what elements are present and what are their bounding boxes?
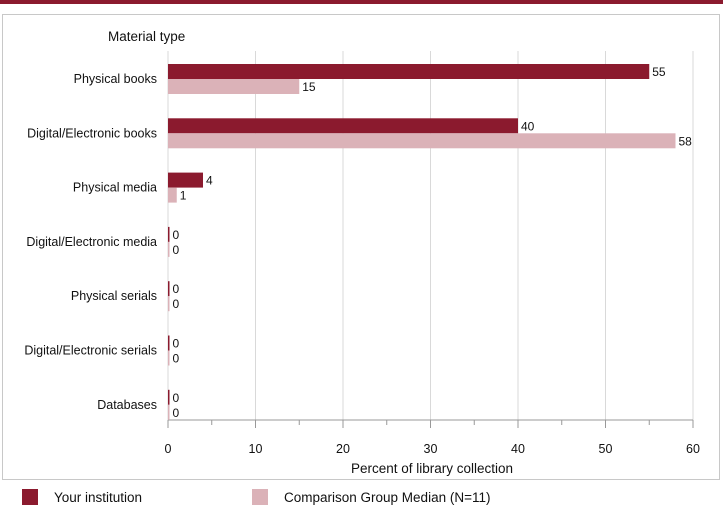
- bar-chart: Material type Physical books Digital/Elec…: [24, 29, 700, 476]
- chart-frame: [2, 14, 720, 480]
- category-label: Digital/Electronic books: [27, 126, 157, 140]
- bar-comparison: [168, 241, 170, 257]
- legend-item-comparison: Comparison Group Median (N=11): [252, 485, 490, 509]
- value-label: 0: [173, 297, 180, 311]
- category-label: Databases: [97, 398, 157, 412]
- category-label: Digital/Electronic serials: [24, 344, 157, 358]
- category-label: Physical books: [74, 72, 157, 86]
- legend-label-comparison: Comparison Group Median (N=11): [284, 489, 491, 505]
- bar-comparison: [168, 296, 170, 312]
- x-axis-ticks: 0 10 20 30 40 50 60: [165, 442, 700, 456]
- value-label: 0: [173, 282, 180, 296]
- bar-your-institution: [168, 118, 518, 134]
- y-axis-title: Material type: [108, 29, 185, 44]
- bar-your-institution: [168, 226, 170, 242]
- value-label: 0: [173, 352, 180, 366]
- x-tick-label: 60: [686, 442, 700, 456]
- bar-comparison: [168, 133, 676, 149]
- bar-your-institution: [168, 335, 170, 351]
- value-label: 0: [173, 391, 180, 405]
- legend-swatch-comparison: [252, 489, 268, 505]
- bar-comparison: [168, 404, 170, 420]
- bar-comparison: [168, 79, 300, 94]
- value-label: 15: [302, 80, 316, 94]
- value-label: 58: [679, 134, 693, 148]
- category-label: Digital/Electronic media: [26, 235, 157, 249]
- x-axis-title: Percent of library collection: [351, 461, 513, 476]
- bars: [168, 64, 676, 420]
- gridlines: [167, 51, 694, 428]
- category-label: Physical media: [73, 181, 157, 195]
- bar-comparison: [168, 187, 177, 203]
- x-tick-label: 20: [336, 442, 350, 456]
- bar-your-institution: [168, 281, 170, 297]
- x-tick-label: 40: [511, 442, 525, 456]
- value-label: 0: [173, 406, 180, 420]
- value-label: 0: [173, 243, 180, 257]
- bar-your-institution: [168, 389, 170, 405]
- value-label: 1: [180, 189, 187, 203]
- value-label: 4: [206, 174, 213, 188]
- value-label: 0: [173, 228, 180, 242]
- x-tick-label: 30: [424, 442, 438, 456]
- legend-item-your-institution: Your institution: [22, 485, 142, 509]
- value-label: 40: [521, 119, 535, 133]
- category-labels: Physical books Digital/Electronic books Ph…: [24, 72, 157, 412]
- category-label: Physical serials: [71, 289, 157, 303]
- x-tick-label: 0: [165, 442, 172, 456]
- bar-your-institution: [168, 64, 650, 79]
- bar-your-institution: [168, 172, 203, 188]
- bar-comparison: [168, 350, 170, 366]
- x-tick-label: 50: [599, 442, 613, 456]
- value-label: 55: [652, 65, 666, 79]
- legend: Your institution Comparison Group Median…: [0, 485, 723, 509]
- legend-label-your-institution: Your institution: [54, 489, 143, 505]
- legend-swatch-your-institution: [22, 489, 38, 505]
- top-accent-bar: [0, 0, 723, 4]
- x-tick-label: 10: [249, 442, 263, 456]
- value-label: 0: [173, 337, 180, 351]
